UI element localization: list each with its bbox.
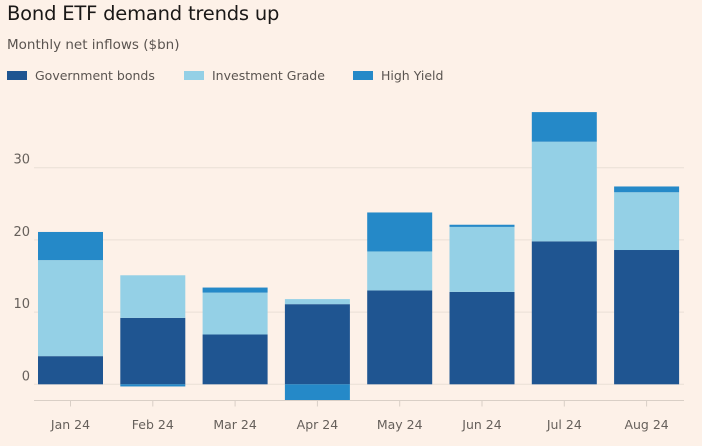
bar-investment-grade-jul-24 — [531, 141, 597, 242]
y-axis-labels: 0 10 20 30 — [13, 153, 30, 385]
chart-title: Bond ETF demand trends up — [7, 2, 280, 25]
x-tick-label: Jan 24 — [50, 417, 90, 432]
bar-investment-grade-jun-24 — [449, 226, 515, 292]
legend-item-investment-grade: Investment Grade — [184, 66, 325, 84]
y-tick-label-20: 20 — [13, 225, 30, 240]
bar-investment-grade-aug-24 — [614, 192, 680, 251]
bar-high-yield-feb-24 — [120, 384, 186, 387]
bar-investment-grade-jan-24 — [38, 260, 103, 357]
legend-swatch-government-bonds — [7, 70, 27, 80]
bar-government-bonds-mar-24 — [202, 334, 268, 385]
bar-investment-grade-may-24 — [367, 251, 433, 291]
bar-high-yield-apr-24 — [284, 384, 350, 401]
bar-high-yield-mar-24 — [202, 287, 268, 293]
x-tick-label: Aug 24 — [624, 417, 668, 432]
bar-government-bonds-aug-24 — [614, 250, 680, 385]
legend-swatch-high-yield — [353, 70, 373, 80]
bar-high-yield-aug-24 — [614, 186, 680, 193]
bar-government-bonds-apr-24 — [284, 304, 350, 385]
x-axis — [34, 400, 684, 407]
x-tick-label: Apr 24 — [297, 417, 339, 432]
bar-high-yield-jul-24 — [531, 112, 597, 142]
x-tick-label: Mar 24 — [213, 417, 257, 432]
y-tick-label-30: 30 — [13, 153, 30, 168]
bar-government-bonds-feb-24 — [120, 317, 186, 385]
legend-label-government-bonds: Government bonds — [35, 67, 155, 83]
y-tick-label-0: 0 — [22, 369, 30, 384]
bar-high-yield-jan-24 — [38, 231, 103, 261]
x-axis-labels: Jan 24 Feb 24 Mar 24 Apr 24 May 24 Jun 24 Jul … — [50, 417, 669, 432]
legend-label-high-yield: High Yield — [381, 67, 444, 83]
bar-investment-grade-feb-24 — [120, 275, 186, 318]
bar-high-yield-jun-24 — [449, 224, 515, 227]
bars — [38, 112, 680, 401]
bar-government-bonds-jan-24 — [38, 356, 103, 385]
legend: Government bonds Investment Grade High Y… — [7, 66, 697, 84]
legend-label-investment-grade: Investment Grade — [212, 67, 325, 83]
bar-government-bonds-may-24 — [367, 290, 433, 385]
bar-investment-grade-apr-24 — [284, 299, 350, 305]
legend-item-government-bonds: Government bonds — [7, 66, 155, 84]
chart-subtitle: Monthly net inflows ($bn) — [7, 37, 180, 53]
bar-government-bonds-jun-24 — [449, 291, 515, 385]
x-tick-label: Feb 24 — [132, 417, 174, 432]
x-tick-label: Jul 24 — [546, 417, 582, 432]
y-tick-label-10: 10 — [13, 297, 30, 312]
legend-swatch-investment-grade — [184, 70, 204, 80]
legend-item-high-yield: High Yield — [353, 66, 443, 84]
bar-high-yield-may-24 — [367, 212, 433, 252]
x-tick-label: Jun 24 — [461, 417, 501, 432]
x-tick-label: May 24 — [377, 417, 423, 432]
bar-government-bonds-jul-24 — [531, 241, 597, 385]
bar-investment-grade-mar-24 — [202, 292, 268, 335]
